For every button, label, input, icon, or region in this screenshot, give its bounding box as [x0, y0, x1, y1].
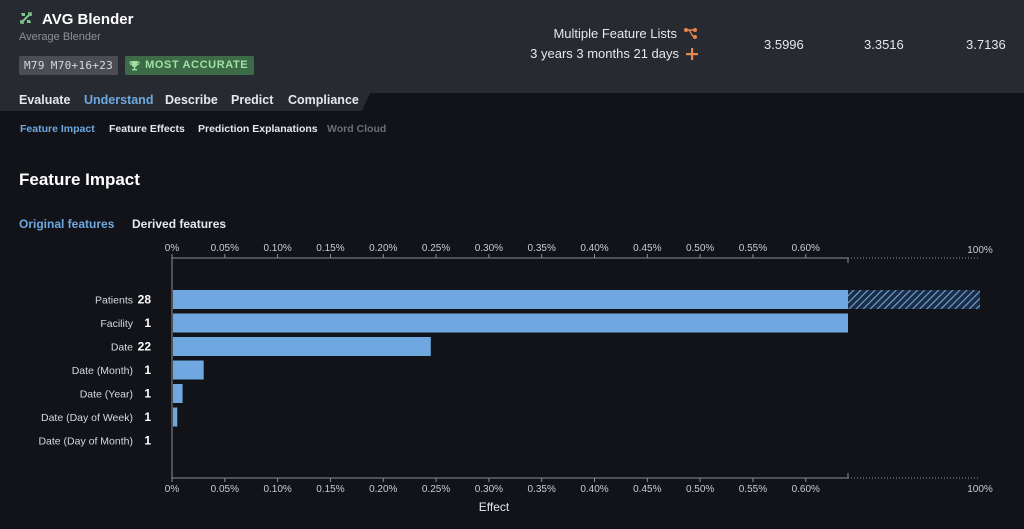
bottom-axis-tick-label: 0.10% [263, 484, 291, 495]
model-header: AVG Blender Average Blender M79 M70+16+23… [0, 0, 1024, 93]
feature-name-label: Date [111, 342, 133, 354]
validation-score: 3.5996 [764, 37, 804, 52]
model-id-badge: M79 M70+16+23 [19, 56, 119, 75]
top-axis-tick-label: 0.60% [792, 243, 820, 254]
bottom-axis-tick-label: 0.45% [633, 484, 661, 495]
top-axis-tick-label: 0.25% [422, 243, 450, 254]
tab-understand[interactable]: Understand [84, 93, 154, 107]
feature-impact-bar[interactable] [173, 337, 431, 356]
top-axis-tick-label: 0.30% [475, 243, 503, 254]
bottom-axis-tick-label: 0.30% [475, 484, 503, 495]
feature-impact-bar-overflow[interactable] [848, 290, 980, 309]
bottom-axis-tick-label: 0.05% [211, 484, 239, 495]
feature-name-label: Date (Day of Week) [41, 412, 133, 424]
feature-name-label: Facility [100, 318, 133, 330]
top-axis-tick-label: 0.40% [580, 243, 608, 254]
model-title: AVG Blender [42, 11, 134, 28]
top-axis-tick-label: 0.15% [316, 243, 344, 254]
top-axis-tick-label: 0.20% [369, 243, 397, 254]
holdout-score: 3.7136 [966, 37, 1006, 52]
bottom-axis-tick-label: 0.20% [369, 484, 397, 495]
bottom-axis-tick-label: 0.15% [316, 484, 344, 495]
sample-size-info[interactable]: 3 years 3 months 21 days [530, 46, 698, 61]
bottom-axis-tick-label: 0.40% [580, 484, 608, 495]
bottom-axis-tick-label: 0.60% [792, 484, 820, 495]
feature-name-label: Date (Day of Month) [38, 436, 133, 448]
feature-count-label: 1 [144, 387, 151, 401]
top-axis-overflow-label: 100% [967, 245, 993, 256]
model-badges: M79 M70+16+23 MOST ACCURATE [19, 56, 255, 75]
feature-name-label: Date (Month) [72, 365, 133, 377]
x-axis-title: Effect [479, 500, 510, 514]
feature-name-label: Date (Year) [80, 389, 133, 401]
feature-count-label: 1 [144, 434, 151, 448]
feature-impact-bar[interactable] [173, 384, 183, 403]
feature-impact-bar[interactable] [173, 360, 204, 380]
feature-count-label: 1 [144, 316, 151, 330]
top-axis-tick-label: 0.05% [211, 243, 239, 254]
bottom-axis-tick-label: 0.50% [686, 484, 714, 495]
top-axis-tick-label: 0.10% [263, 243, 291, 254]
top-axis-tick-label: 0.50% [686, 243, 714, 254]
original-features-toggle[interactable]: Original features [19, 217, 115, 231]
feature-impact-bar[interactable] [173, 290, 848, 309]
top-axis-tick-label: 0% [165, 243, 180, 254]
most-accurate-badge: MOST ACCURATE [125, 56, 255, 75]
bottom-axis-tick-label: 0.25% [422, 484, 450, 495]
feature-count-label: 28 [138, 293, 152, 307]
bottom-axis-overflow-label: 100% [967, 484, 993, 495]
feature-name-label: Patients [95, 295, 133, 307]
feature-list-branch-icon [684, 28, 697, 39]
feature-count-label: 22 [138, 340, 152, 354]
tab-evaluate[interactable]: Evaluate [19, 93, 71, 107]
main-tabs-bar [0, 89, 372, 111]
feature-count-label: 1 [144, 363, 151, 377]
feature-impact-bar[interactable] [173, 407, 178, 427]
subtab-feature-effects[interactable]: Feature Effects [109, 123, 185, 135]
blender-model-icon [20, 12, 32, 24]
most-accurate-label: MOST ACCURATE [145, 59, 249, 71]
sample-size-label: 3 years 3 months 21 days [530, 46, 679, 61]
feature-impact-chart: 0% 0% 0.05% 0.05% 0.10% 0.10% 0.15% 0.15% 0.20% 0… [38, 243, 993, 514]
cross-validation-score: 3.3516 [864, 37, 904, 52]
tab-compliance[interactable]: Compliance [288, 93, 359, 107]
model-id-label: M79 [24, 59, 45, 72]
bottom-axis-tick-label: 0.35% [528, 484, 556, 495]
derived-features-toggle[interactable]: Derived features [132, 217, 227, 231]
bottom-axis-tick-label: 0.55% [739, 484, 767, 495]
subtab-prediction-explanations[interactable]: Prediction Explanations [198, 123, 318, 135]
blueprint-id-label: M70+16+23 [50, 59, 114, 72]
feature-impact-bar[interactable] [173, 313, 848, 333]
top-axis-tick-label: 0.45% [633, 243, 661, 254]
feature-lists-label: Multiple Feature Lists [553, 26, 677, 41]
model-subtitle: Average Blender [19, 31, 101, 43]
top-axis-tick-label: 0.35% [528, 243, 556, 254]
trophy-icon [129, 61, 140, 71]
page-title: Feature Impact [19, 170, 140, 189]
add-icon[interactable] [686, 47, 698, 60]
tab-describe[interactable]: Describe [165, 93, 218, 107]
subtab-feature-impact[interactable]: Feature Impact [20, 123, 95, 135]
tab-predict[interactable]: Predict [231, 93, 274, 107]
feature-count-label: 1 [144, 410, 151, 424]
bottom-axis-tick-label: 0% [165, 484, 180, 495]
top-axis-tick-label: 0.55% [739, 243, 767, 254]
feature-lists-info[interactable]: Multiple Feature Lists [553, 26, 698, 41]
subtab-word-cloud: Word Cloud [327, 123, 387, 135]
